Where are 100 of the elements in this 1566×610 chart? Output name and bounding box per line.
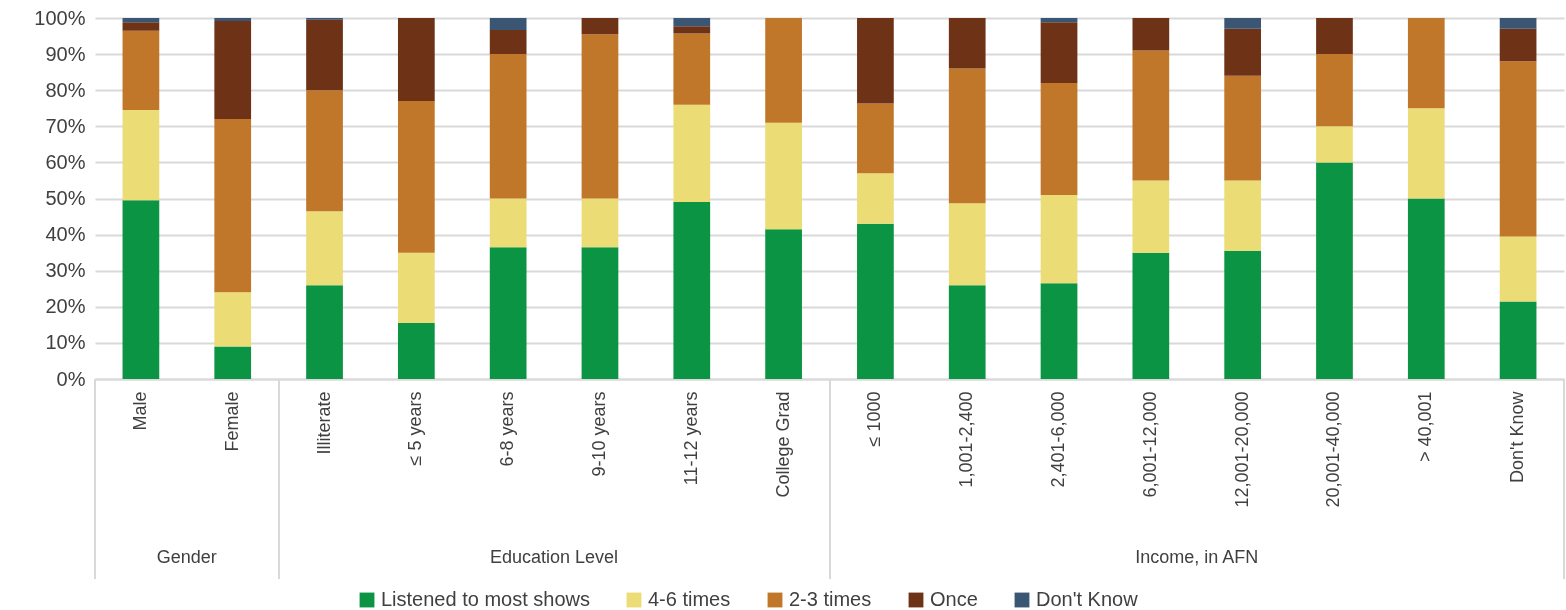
x-tick-label: 9-10 years <box>588 391 609 477</box>
legend-label: Listened to most shows <box>381 588 590 610</box>
x-tick-label: College Grad <box>772 391 793 498</box>
x-tick-label: Don't Know <box>1507 390 1528 483</box>
y-tick-label: 50% <box>45 187 86 209</box>
bar <box>1407 198 1445 379</box>
y-tick-label: 40% <box>45 223 86 246</box>
y-tick-label: 100% <box>34 6 86 29</box>
y-tick-label: 20% <box>45 295 86 318</box>
bar <box>1499 236 1537 302</box>
bar <box>1224 180 1262 251</box>
x-tick-label: > 40,001 <box>1415 391 1436 463</box>
bar <box>1224 75 1262 181</box>
bar <box>581 34 619 199</box>
bar <box>1040 82 1078 195</box>
bar <box>397 252 435 324</box>
legend-label: 2-3 times <box>789 588 872 610</box>
bar <box>673 18 711 27</box>
x-tick-label: 12,001-20,000 <box>1231 391 1252 508</box>
bar <box>765 122 802 230</box>
x-tick-label: 6-8 years <box>497 391 518 467</box>
bar <box>214 292 252 347</box>
bar <box>1407 108 1445 199</box>
bar <box>306 19 343 91</box>
x-tick-label: Female <box>221 391 242 452</box>
bar <box>857 223 894 379</box>
bar <box>1407 18 1445 109</box>
y-tick-label: 30% <box>45 259 86 282</box>
bar <box>1132 18 1170 51</box>
bar <box>122 200 160 379</box>
bar <box>857 173 894 224</box>
x-tick-label: Male <box>129 391 150 431</box>
bar <box>948 285 986 379</box>
bar <box>1224 18 1262 29</box>
bar <box>1040 22 1078 83</box>
legend-label: Don't Know <box>1036 588 1139 610</box>
bar <box>214 20 252 120</box>
bar <box>1040 194 1078 284</box>
bar <box>1132 50 1170 181</box>
bar <box>857 103 894 174</box>
bar <box>122 110 160 201</box>
bar <box>214 119 252 293</box>
bar <box>397 323 435 379</box>
legend-label: Once <box>930 588 978 610</box>
bar <box>1132 252 1170 379</box>
bar <box>857 18 894 104</box>
y-tick-label: 70% <box>45 114 86 137</box>
y-tick-label: 80% <box>45 78 86 101</box>
bar <box>948 203 986 286</box>
bar <box>948 68 986 204</box>
text: Income, in AFN <box>1134 547 1260 568</box>
bar <box>489 29 527 55</box>
y-tick-label: 10% <box>45 331 86 354</box>
x-tick-label: ≤ 1000 <box>864 391 885 447</box>
bar <box>1316 162 1353 379</box>
bar <box>1316 54 1353 127</box>
bar <box>1132 180 1170 253</box>
bar <box>489 18 527 30</box>
bar <box>306 90 343 212</box>
x-tick-label: 1,001-2,400 <box>956 391 977 488</box>
x-tick-label: Illiterate <box>313 391 334 455</box>
bar <box>306 285 343 379</box>
text: Education Level <box>489 547 620 568</box>
bar <box>1499 301 1537 379</box>
bar <box>581 18 619 35</box>
x-tick-label: 2,401-6,000 <box>1048 391 1069 488</box>
bar <box>1499 28 1537 62</box>
bar <box>1040 18 1078 23</box>
bar <box>1040 283 1078 379</box>
x-tick-label: 11-12 years <box>680 391 701 486</box>
bar <box>673 26 711 34</box>
bar <box>765 18 802 123</box>
bar <box>581 198 619 248</box>
bar <box>489 247 527 379</box>
y-tick-label: 0% <box>56 367 86 390</box>
bar <box>1499 61 1537 237</box>
bar <box>397 18 435 102</box>
bar <box>306 211 343 286</box>
bar <box>765 229 802 379</box>
bar <box>1316 126 1353 163</box>
bar <box>673 33 711 105</box>
bar <box>1224 250 1262 379</box>
bar <box>122 18 160 23</box>
bar <box>948 18 986 69</box>
bar <box>673 202 711 379</box>
bar <box>1499 18 1537 29</box>
bar <box>581 247 619 379</box>
legend-label: 4-6 times <box>648 588 731 610</box>
bar <box>214 18 252 21</box>
bar <box>1316 18 1353 55</box>
bar <box>122 22 160 31</box>
text: Gender <box>155 547 218 568</box>
bar <box>489 198 527 248</box>
y-tick-label: 90% <box>45 42 86 65</box>
bar <box>489 54 527 199</box>
y-tick-label: 60% <box>45 150 86 173</box>
x-tick-label: 20,001-40,000 <box>1323 391 1344 508</box>
bar <box>1224 28 1262 76</box>
bar <box>214 346 252 379</box>
x-tick-label: ≤ 5 years <box>405 391 426 466</box>
